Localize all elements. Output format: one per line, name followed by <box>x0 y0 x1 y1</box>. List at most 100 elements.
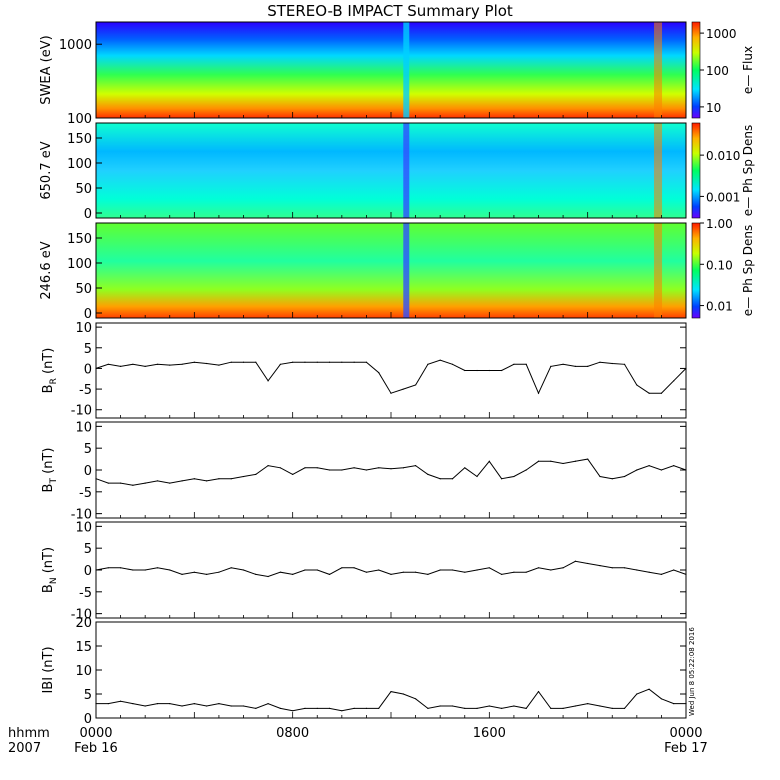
series-point <box>378 707 380 710</box>
series-point <box>95 478 97 480</box>
series-point <box>156 363 159 365</box>
colorbar-tick-label: 0.01 <box>706 300 733 314</box>
y-tick-label: 15 <box>75 640 92 655</box>
series-point <box>316 569 318 571</box>
series-point <box>501 478 503 480</box>
y-axis-label-main: IBI <box>41 677 56 694</box>
series-point <box>255 573 257 575</box>
series-point <box>660 573 663 575</box>
series-point <box>132 703 134 705</box>
series-point <box>378 371 380 374</box>
series-point <box>513 705 515 707</box>
series-point <box>685 573 687 575</box>
series-point <box>230 478 232 480</box>
y-tick-label: 0 <box>84 207 92 222</box>
series-point <box>390 468 392 470</box>
series-point <box>316 467 318 469</box>
y-axis-label-subscript: N <box>49 577 59 584</box>
series-point <box>414 571 417 573</box>
colorbar <box>691 222 701 319</box>
series-point <box>353 467 355 469</box>
series-point <box>501 573 503 575</box>
series-point <box>414 384 417 386</box>
series-point <box>525 707 527 710</box>
series-point <box>451 363 454 365</box>
series-point <box>513 475 515 478</box>
series-point <box>206 362 208 365</box>
series-point <box>636 569 638 571</box>
series-point <box>218 703 220 705</box>
line-panel-frame <box>95 521 687 619</box>
series-point <box>562 462 564 465</box>
series-point <box>255 707 257 710</box>
series-point <box>451 569 454 571</box>
series-point <box>562 363 564 365</box>
event-band <box>654 123 663 218</box>
series-point <box>648 465 650 467</box>
series-point <box>673 703 675 705</box>
y-tick-label: 1000 <box>59 38 92 53</box>
series-point <box>636 384 638 386</box>
series-point <box>525 571 527 573</box>
series-point <box>685 703 687 705</box>
y-axis-label: 650.7 eV <box>39 141 54 199</box>
series-point <box>648 392 650 394</box>
series-point <box>599 705 601 707</box>
line-panel-frame <box>95 421 687 519</box>
colorbar <box>691 122 701 219</box>
series-point <box>132 569 134 571</box>
y-tick-label: -5 <box>79 383 92 398</box>
series-point <box>328 573 331 575</box>
series-point <box>402 571 404 573</box>
series-point <box>95 703 97 705</box>
y-axis-label-unit: (nT) <box>41 348 56 378</box>
series-point <box>292 573 294 575</box>
series-point <box>611 707 613 710</box>
y-axis-label-unit: (nT) <box>41 448 56 478</box>
colorbar-tick-label: 0.10 <box>706 258 733 272</box>
series-point <box>181 480 183 482</box>
y-tick-label: 50 <box>75 182 92 197</box>
series-point <box>169 482 171 484</box>
series-point <box>304 569 306 571</box>
series-point <box>427 707 429 710</box>
series-point <box>390 691 392 693</box>
series-point <box>464 467 466 469</box>
series-point <box>279 467 281 469</box>
series-point <box>242 361 245 363</box>
series-point <box>525 469 527 471</box>
y-tick-label: 20 <box>75 616 92 631</box>
data-gap-band <box>403 123 410 218</box>
y-tick-label: 0 <box>84 712 92 727</box>
series-point <box>95 367 97 370</box>
series-point <box>574 460 576 462</box>
series-point <box>414 698 417 700</box>
y-axis-label-main: B <box>41 584 56 593</box>
series-point <box>587 458 589 460</box>
y-tick-label: -10 <box>71 608 92 623</box>
series-point <box>365 707 368 710</box>
series-point <box>562 707 564 710</box>
spectrogram-image <box>96 123 686 218</box>
series-point <box>169 703 171 705</box>
series-point <box>267 465 269 467</box>
series-point <box>328 707 331 710</box>
series-point <box>488 567 490 569</box>
series-point <box>550 460 552 462</box>
x-tick-label: 0800 <box>276 726 309 741</box>
series-point <box>537 691 540 693</box>
series-point <box>623 363 626 365</box>
series-point <box>255 473 257 475</box>
y-tick-label: 5 <box>84 442 92 457</box>
series-point <box>623 475 626 478</box>
series-point <box>464 369 466 372</box>
series-point <box>169 364 171 366</box>
series-point <box>230 567 232 569</box>
series-point <box>623 567 626 569</box>
series-point <box>132 484 134 486</box>
series-point <box>353 707 355 710</box>
series-point <box>685 367 687 370</box>
series-point <box>230 361 232 363</box>
series-point <box>476 369 478 372</box>
series-point <box>636 693 638 695</box>
